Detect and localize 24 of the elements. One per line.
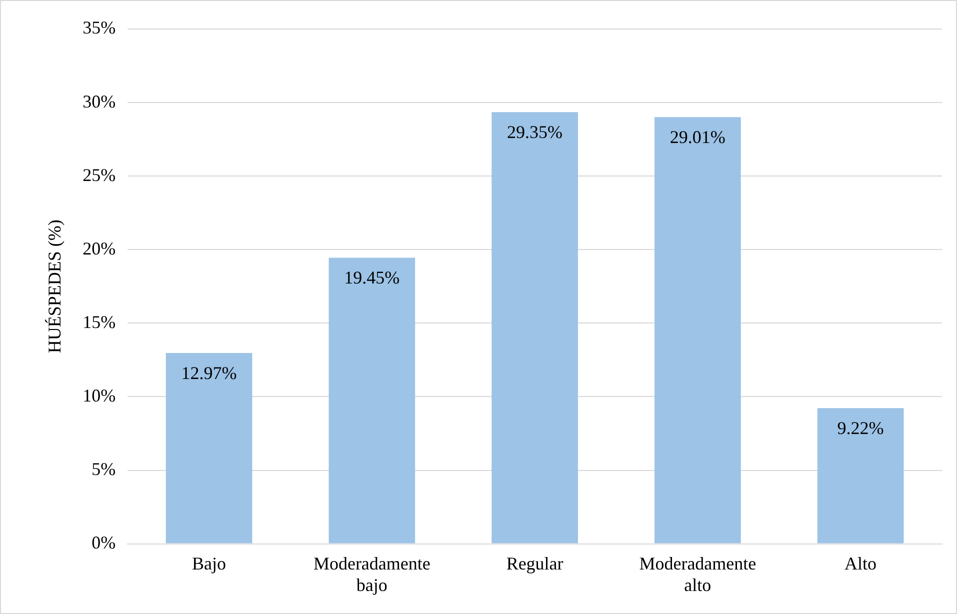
y-tick-label: 0% — [92, 532, 116, 553]
bar — [654, 117, 741, 544]
data-label: 9.22% — [837, 418, 884, 438]
data-label: 12.97% — [181, 362, 237, 383]
bar — [166, 353, 252, 544]
data-label: 19.45% — [344, 267, 400, 288]
x-tick-label: Alto — [844, 553, 877, 574]
y-tick-label: 35% — [82, 18, 116, 38]
y-tick-label: 20% — [82, 238, 116, 258]
y-tick-label: 25% — [82, 164, 116, 185]
y-tick-label: 5% — [92, 458, 116, 479]
x-tick-label: Bajo — [192, 553, 226, 574]
bar — [328, 258, 416, 544]
y-tick-label: 15% — [82, 312, 116, 332]
data-label: 29.01% — [670, 126, 726, 147]
x-tick-label: Moderadamente alto — [639, 553, 756, 595]
y-tick-label: 10% — [82, 385, 116, 406]
x-tick-label: Moderadamente bajo — [313, 553, 430, 595]
y-axis-title: HUÉSPEDES (%) — [44, 220, 65, 354]
y-tick-label: 30% — [82, 91, 116, 112]
data-label: 29.35% — [507, 122, 563, 142]
bar — [817, 408, 904, 544]
bar — [492, 112, 578, 544]
x-tick-label: Regular — [506, 553, 564, 574]
